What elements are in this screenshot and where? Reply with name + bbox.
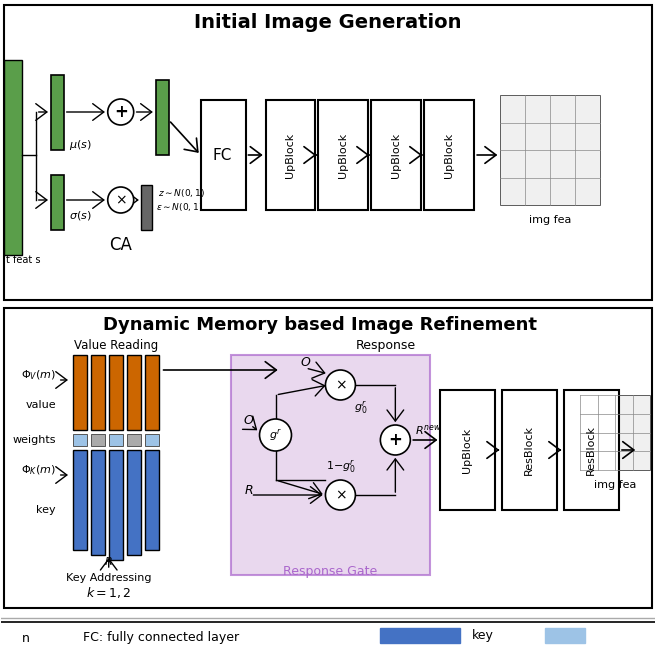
FancyBboxPatch shape (371, 100, 421, 210)
FancyBboxPatch shape (73, 434, 86, 446)
Text: O: O (244, 413, 253, 426)
FancyBboxPatch shape (502, 390, 557, 510)
Text: Initial Image Generation: Initial Image Generation (194, 12, 461, 31)
FancyBboxPatch shape (51, 175, 64, 230)
Text: O: O (301, 356, 310, 369)
Text: $1{-}g_0^r$: $1{-}g_0^r$ (326, 458, 356, 476)
FancyBboxPatch shape (200, 100, 246, 210)
FancyBboxPatch shape (109, 434, 122, 446)
Text: $\sigma(s)$: $\sigma(s)$ (69, 208, 92, 221)
FancyBboxPatch shape (145, 450, 159, 550)
FancyBboxPatch shape (564, 390, 619, 510)
FancyBboxPatch shape (231, 355, 430, 575)
Circle shape (326, 480, 356, 510)
Text: t feat s: t feat s (6, 255, 40, 265)
Text: img fea: img fea (529, 215, 571, 225)
Text: $g^r$: $g^r$ (269, 427, 282, 443)
FancyBboxPatch shape (126, 434, 141, 446)
Circle shape (107, 99, 134, 125)
Text: $\mu(s)$: $\mu(s)$ (69, 138, 92, 152)
Text: key: key (36, 505, 56, 515)
FancyBboxPatch shape (580, 395, 650, 470)
FancyBboxPatch shape (91, 355, 105, 430)
Text: FC: FC (213, 147, 233, 162)
Text: +: + (114, 103, 128, 121)
FancyBboxPatch shape (424, 100, 474, 210)
Text: $\times$: $\times$ (115, 193, 126, 207)
Text: weights: weights (12, 435, 56, 445)
Text: img fea: img fea (594, 480, 636, 490)
Circle shape (381, 425, 410, 455)
FancyBboxPatch shape (145, 355, 159, 430)
Text: $\Phi_V(m)$: $\Phi_V(m)$ (21, 368, 56, 382)
FancyBboxPatch shape (73, 355, 86, 430)
FancyBboxPatch shape (126, 450, 141, 555)
FancyBboxPatch shape (318, 100, 368, 210)
FancyBboxPatch shape (109, 355, 122, 430)
Text: FC: fully connected layer: FC: fully connected layer (83, 631, 238, 645)
Text: $z{\sim}N(0,1)$: $z{\sim}N(0,1)$ (158, 187, 204, 199)
Text: UpBlock: UpBlock (391, 132, 402, 178)
Text: ResBlock: ResBlock (586, 425, 596, 475)
Circle shape (107, 187, 134, 213)
Text: +: + (388, 431, 402, 449)
FancyBboxPatch shape (381, 628, 460, 643)
Text: Dynamic Memory based Image Refinement: Dynamic Memory based Image Refinement (103, 316, 538, 334)
FancyBboxPatch shape (145, 434, 159, 446)
FancyBboxPatch shape (4, 60, 22, 255)
Text: Key Addressing: Key Addressing (66, 573, 151, 583)
FancyBboxPatch shape (4, 5, 652, 300)
FancyBboxPatch shape (265, 100, 316, 210)
FancyBboxPatch shape (51, 75, 64, 150)
Text: UpBlock: UpBlock (444, 132, 455, 178)
FancyBboxPatch shape (545, 628, 585, 643)
Text: value: value (25, 400, 56, 410)
FancyBboxPatch shape (440, 390, 495, 510)
Text: R: R (105, 557, 113, 567)
Text: Value Reading: Value Reading (73, 339, 158, 352)
FancyBboxPatch shape (91, 434, 105, 446)
Text: $\varepsilon{\sim}N(0,1)$: $\varepsilon{\sim}N(0,1)$ (156, 201, 202, 213)
Text: $\times$: $\times$ (335, 488, 346, 502)
FancyBboxPatch shape (4, 308, 652, 608)
Text: key: key (472, 629, 494, 643)
Text: $g_0^r$: $g_0^r$ (354, 400, 367, 416)
Circle shape (326, 370, 356, 400)
Text: ResBlock: ResBlock (524, 425, 534, 475)
Text: n: n (22, 631, 29, 645)
Text: Response: Response (355, 339, 415, 352)
Text: Response Gate: Response Gate (284, 565, 377, 578)
Circle shape (259, 419, 291, 451)
Text: R: R (244, 483, 253, 496)
Text: UpBlock: UpBlock (462, 427, 472, 473)
Text: $\times$: $\times$ (335, 378, 346, 392)
Text: UpBlock: UpBlock (286, 132, 295, 178)
FancyBboxPatch shape (156, 80, 168, 155)
FancyBboxPatch shape (91, 450, 105, 555)
FancyBboxPatch shape (126, 355, 141, 430)
FancyBboxPatch shape (141, 185, 152, 230)
FancyBboxPatch shape (500, 95, 600, 205)
Text: $R^{new}$: $R^{new}$ (415, 423, 442, 437)
Text: $k=1,2$: $k=1,2$ (86, 584, 132, 599)
FancyBboxPatch shape (109, 450, 122, 560)
Text: UpBlock: UpBlock (339, 132, 348, 178)
FancyBboxPatch shape (73, 450, 86, 550)
Text: CA: CA (109, 236, 132, 254)
Text: $\Phi_K(m)$: $\Phi_K(m)$ (21, 463, 56, 477)
